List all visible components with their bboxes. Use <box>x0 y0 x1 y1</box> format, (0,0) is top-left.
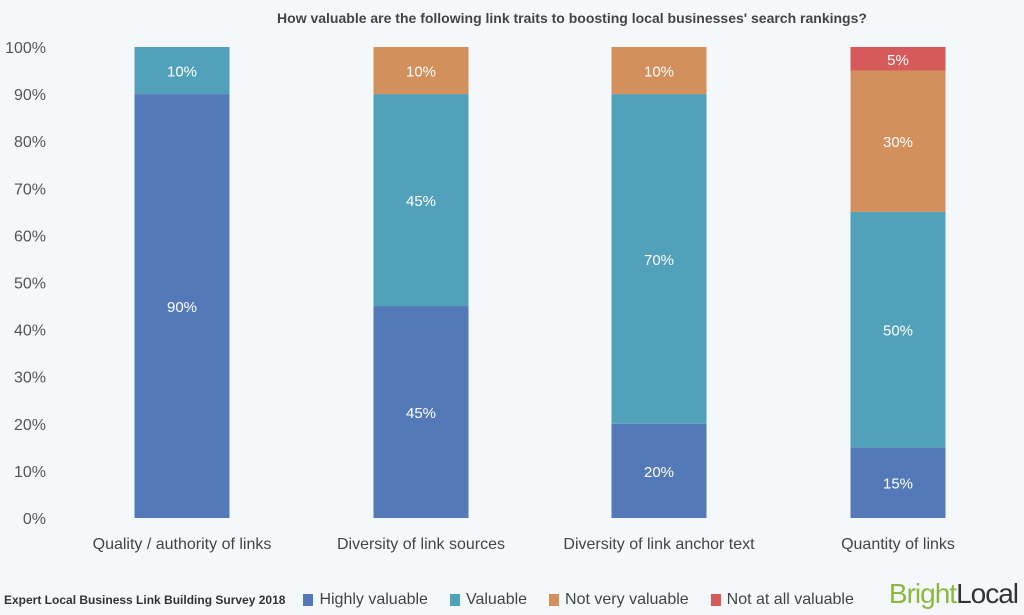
y-tick-label: 20% <box>14 417 46 434</box>
bar-segment <box>850 47 946 71</box>
bar-segment <box>611 94 707 424</box>
y-tick-label: 0% <box>23 511 46 528</box>
footer: Expert Local Business Link Building Surv… <box>4 588 1020 612</box>
bar-segment <box>373 47 469 95</box>
data-label: 45% <box>406 193 436 210</box>
legend-label: Valuable <box>465 591 528 608</box>
x-tick-label: Quantity of links <box>841 536 955 553</box>
legend-item: Highly valuable <box>303 591 428 609</box>
x-tick-label: Diversity of link sources <box>337 536 505 553</box>
data-label: 50% <box>883 323 913 340</box>
y-tick-label: 70% <box>14 181 46 198</box>
y-tick-label: 40% <box>14 323 46 340</box>
bar-segment <box>373 306 469 518</box>
data-label: 90% <box>167 299 197 316</box>
legend-swatch <box>303 594 314 606</box>
data-label: 15% <box>883 476 913 493</box>
data-label: 10% <box>644 64 674 81</box>
x-tick-label: Quality / authority of links <box>93 536 272 553</box>
data-label: 10% <box>167 64 197 81</box>
y-tick-label: 10% <box>14 464 46 481</box>
bar-segment <box>850 211 946 448</box>
bar-segment <box>850 70 946 212</box>
bar-segment <box>134 94 230 518</box>
data-label: 45% <box>406 405 436 422</box>
legend-label: Highly valuable <box>319 591 428 608</box>
y-tick-label: 50% <box>14 276 46 293</box>
legend-item: Not very valuable <box>549 591 689 609</box>
bar-segment <box>373 94 469 307</box>
chart-title: How valuable are the following link trai… <box>277 10 867 26</box>
legend-label: Not at all valuable <box>726 591 854 608</box>
data-label: 30% <box>883 134 913 151</box>
legend-label: Not very valuable <box>565 591 689 608</box>
y-tick-label: 80% <box>14 134 46 151</box>
stacked-bar-chart: 0% 10% 20% 30% 40% 50% 60% 70% 80% 90% 100% Quality… <box>5 40 955 553</box>
bar-segment <box>611 423 707 518</box>
brightlocal-logo: BrightLocal <box>888 578 1019 609</box>
legend-item: Not at all valuable <box>710 591 854 609</box>
data-label: 5% <box>887 52 909 69</box>
bar-segment <box>850 447 946 518</box>
y-tick-label: 90% <box>14 87 46 104</box>
y-tick-label: 30% <box>14 370 46 387</box>
y-tick-label: 100% <box>5 40 46 57</box>
legend-swatch <box>549 594 560 606</box>
bar-segment <box>611 47 707 95</box>
legend-item: Valuable <box>449 591 528 609</box>
bar-segment <box>134 47 230 95</box>
legend-swatch <box>449 594 460 606</box>
x-tick-label: Diversity of link anchor text <box>563 536 755 553</box>
source-note: Expert Local Business Link Building Surv… <box>4 593 286 607</box>
data-label: 70% <box>644 252 674 269</box>
data-label: 20% <box>644 464 674 481</box>
data-label: 10% <box>406 64 436 81</box>
legend: Highly valuable Valuable Not very valuable… <box>303 591 875 609</box>
legend-swatch <box>710 594 721 606</box>
y-tick-label: 60% <box>14 228 46 245</box>
